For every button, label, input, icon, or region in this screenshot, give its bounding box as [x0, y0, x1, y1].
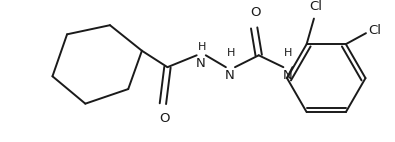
Text: O: O: [251, 6, 261, 19]
Text: Cl: Cl: [368, 24, 381, 37]
Text: H: H: [284, 48, 293, 58]
Text: O: O: [160, 112, 170, 125]
Text: N: N: [282, 69, 292, 82]
Text: N: N: [225, 69, 235, 82]
Text: H: H: [198, 42, 206, 52]
Text: Cl: Cl: [309, 0, 322, 13]
Text: N: N: [196, 57, 205, 70]
Text: H: H: [227, 48, 235, 58]
